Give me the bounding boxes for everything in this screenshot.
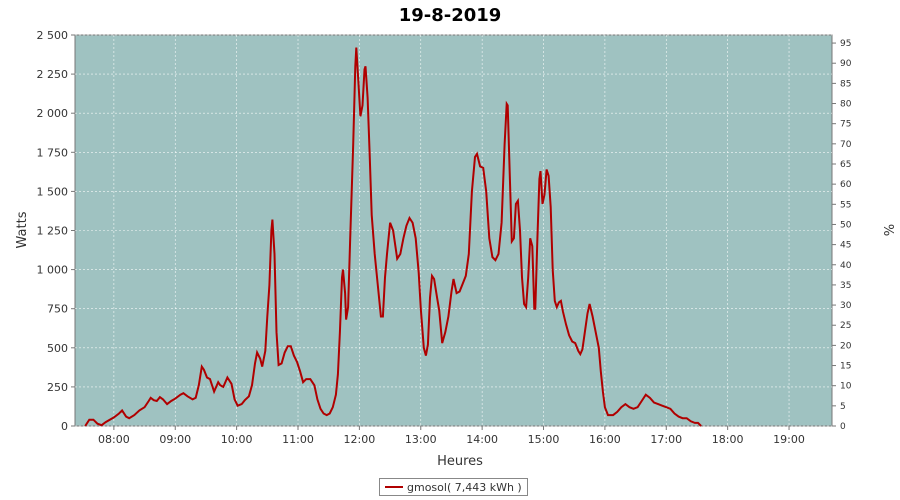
y2-tick-label: 20 xyxy=(840,341,852,351)
y2-tick-label: 25 xyxy=(840,321,851,331)
y-tick-label: 1 750 xyxy=(37,146,69,159)
y-tick-label: 0 xyxy=(61,420,68,433)
y2-tick-label: 80 xyxy=(840,100,852,110)
y2-tick-label: 60 xyxy=(840,180,852,190)
y2-tick-label: 0 xyxy=(840,422,846,432)
y2-tick-label: 45 xyxy=(840,241,851,251)
grid xyxy=(75,34,832,427)
y2-tick-label: 15 xyxy=(840,362,851,372)
y-tick-label: 1 250 xyxy=(37,225,69,238)
y-tick-label: 2 250 xyxy=(37,68,69,81)
x-tick-label: 16:00 xyxy=(589,433,621,446)
x-tick-label: 08:00 xyxy=(98,433,130,446)
x-tick-label: 09:00 xyxy=(159,433,191,446)
x-tick-label: 11:00 xyxy=(282,433,314,446)
x-axis-label: Heures xyxy=(437,454,483,469)
y2-tick-label: 5 xyxy=(840,402,846,412)
y2-tick-label: 50 xyxy=(840,220,852,230)
legend-label: gmosol( 7,443 kWh ) xyxy=(407,480,522,494)
axes: 08:00 09:00 10:00 11:00 12:00 13:00 14:00 15:00… xyxy=(37,29,852,446)
y-tick-label: 2 000 xyxy=(37,107,69,120)
y2-tick-label: 95 xyxy=(840,39,851,49)
plot-area xyxy=(74,34,833,427)
x-tick-label: 10:00 xyxy=(221,433,253,446)
y2-axis-label: % xyxy=(880,224,895,236)
x-tick-label: 18:00 xyxy=(712,433,744,446)
x-tick-label: 19:00 xyxy=(773,433,805,446)
y2-tick-label: 10 xyxy=(840,382,852,392)
x-tick-label: 17:00 xyxy=(650,433,682,446)
y-tick-label: 1 500 xyxy=(37,185,69,198)
y-tick-label: 750 xyxy=(47,303,68,316)
chart-title: 19-8-2019 xyxy=(399,5,502,26)
y2-tick-label: 40 xyxy=(840,261,852,271)
y-tick-label: 1 000 xyxy=(37,264,69,277)
x-tick-label: 12:00 xyxy=(344,433,376,446)
y-axis-label: Watts xyxy=(15,211,30,248)
y-tick-label: 500 xyxy=(47,342,68,355)
y2-tick-label: 75 xyxy=(840,120,851,130)
y2-tick-label: 55 xyxy=(840,200,851,210)
y2-tick-label: 35 xyxy=(840,281,851,291)
series-line xyxy=(84,47,702,427)
y2-tick-label: 65 xyxy=(840,160,851,170)
legend-swatch xyxy=(385,486,403,488)
y2-tick-label: 90 xyxy=(840,59,852,69)
x-tick-label: 14:00 xyxy=(466,433,498,446)
y-tick-label: 250 xyxy=(47,381,68,394)
legend: gmosol( 7,443 kWh ) xyxy=(379,478,528,496)
y-tick-label: 2 500 xyxy=(37,29,69,42)
y2-tick-label: 70 xyxy=(840,140,852,150)
x-tick-label: 13:00 xyxy=(405,433,437,446)
y2-tick-label: 85 xyxy=(840,79,851,89)
x-tick-label: 15:00 xyxy=(528,433,560,446)
y2-tick-label: 30 xyxy=(840,301,852,311)
